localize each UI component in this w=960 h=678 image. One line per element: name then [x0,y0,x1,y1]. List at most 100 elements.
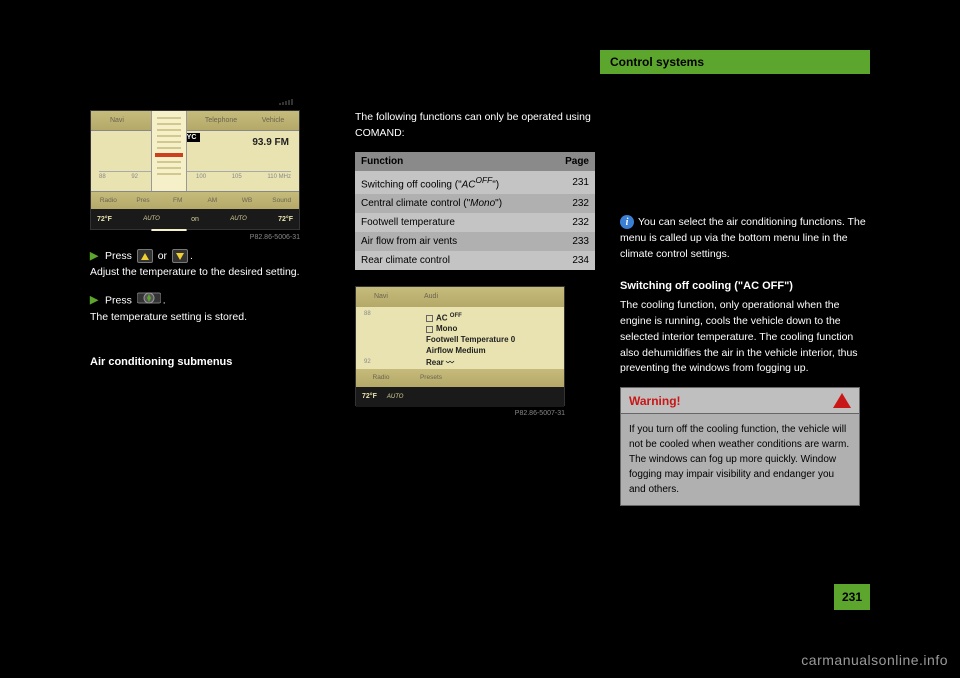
instruction: ▶ Press or . Adjust the temperature to t… [90,249,340,281]
cell: 232 [545,213,595,232]
column-3: iYou can select the air conditioning fun… [620,215,870,506]
cell: Footwell temperature [355,213,545,232]
tab: Vehicle [247,111,299,130]
table-row: Footwell temperature 232 [355,213,595,232]
instruction-text: The temperature setting is stored. [90,311,247,323]
warning-body: If you turn off the cooling function, th… [621,414,859,505]
auto: AUTO [387,394,404,400]
cell: 232 [545,194,595,213]
cell: Rear climate control [355,251,545,270]
menu-item: Footwell Temperature 0 [426,335,564,344]
temp-right: 72°F [278,216,293,223]
instruction: ▶ Press . The temperature setting is sto… [90,291,340,327]
column-2: The following functions can only be oper… [355,110,605,425]
tab: Audi [406,287,456,307]
manual-page: Control systems Navi A Telephone Vehicle… [90,50,870,610]
climate-menu-screenshot: Navi Audi 88 92 AC OFF Mono Footwell Tem… [355,286,565,406]
tick: 92 [131,174,138,183]
function-table: Function Page Switching off cooling ("AC… [355,152,595,270]
column-1: Navi A Telephone Vehicle WNYC 93.9 FM 88… [90,110,340,374]
radio-screenshot: Navi A Telephone Vehicle WNYC 93.9 FM 88… [90,110,300,230]
cell: Air flow from air vents [355,232,545,251]
tab: Sound [264,192,299,209]
climate-bar: 72°F AUTO on AUTO 72°F [91,209,299,229]
radio-sub-tabs: Radio Pres FM AM WB Sound [91,191,299,209]
section-heading: Air conditioning submenus [90,356,340,368]
tick: 100 [196,174,206,183]
signal-icon [279,97,297,103]
menu-item: Airflow Medium [426,346,564,355]
section-title: Control systems [610,55,704,69]
tab: AM [195,192,230,209]
table-row: Central climate control ("Mono") 232 [355,194,595,213]
tab: Pres [126,192,161,209]
paragraph: The cooling function, only operational w… [620,298,870,377]
radio-bottom: Radio Pres FM AM WB Sound 72°F AUTO on A… [91,191,299,229]
tab: Navi [91,111,143,130]
radio-display: WNYC 93.9 FM 88 92 96 100 105 110 MHz [91,131,299,193]
col-header: Function [355,152,545,171]
page-number: 231 [834,584,870,610]
rear-icon: 〰 [446,358,454,367]
tick: 105 [232,174,242,183]
climate-bar: 72°F AUTO [356,387,564,407]
watermark: carmanualsonline.info [801,652,948,668]
info-icon: i [620,215,634,229]
table-row: Rear climate control 234 [355,251,595,270]
or-text: or [158,250,167,262]
info-text: You can select the air conditioning func… [620,216,866,260]
cell: 233 [545,232,595,251]
step-arrow-icon: ▶ [90,250,98,262]
tab: Presets [406,369,456,387]
temp-left: 72°F [97,216,112,223]
auto-left: AUTO [143,216,160,222]
radio-top-tabs: Navi A Telephone Vehicle [91,111,299,131]
menu-item: Rear 〰 [426,357,564,368]
col-header: Page [545,152,595,171]
auto-right: AUTO [230,216,247,222]
controller-icon [137,291,161,311]
tab: Radio [356,369,406,387]
figure-caption: P82.86-5006-31 [90,234,300,241]
up-button-icon [137,249,153,263]
table-row: Switching off cooling ("ACOFF") 231 [355,171,595,194]
subsection-heading: Switching off cooling ("AC OFF") [620,280,870,292]
tab: FM [160,192,195,209]
menu-item: Mono [426,324,564,333]
tab: Navi [356,287,406,307]
intro-text: The following functions can only be oper… [355,110,605,142]
instruction-text: Press [105,250,132,262]
cell: Switching off cooling ("ACOFF") [355,171,545,194]
tab: Radio [91,192,126,209]
cell: Central climate control ("Mono") [355,194,545,213]
step-arrow-icon: ▶ [90,294,98,306]
figure-caption: P82.86-5007-31 [355,410,565,417]
warning-box: Warning! If you turn off the cooling fun… [620,387,860,506]
climate-top-tabs: Navi Audi [356,287,564,307]
cell: 231 [545,171,595,194]
instruction-text: Press [105,294,132,306]
temp-left: 72°F [362,393,377,400]
climate-sub-tabs: Radio Presets [356,369,564,387]
tick: 110 MHz [267,174,291,183]
freq-scale-bg: 88 92 [364,311,414,365]
on-label: on [191,216,199,223]
tab: Telephone [195,111,247,130]
table-header-row: Function Page [355,152,595,171]
down-button-icon [172,249,188,263]
section-header: Control systems [600,50,870,74]
frequency-scale: 88 92 96 100 105 110 MHz [99,171,291,183]
table-row: Air flow from air vents 233 [355,232,595,251]
frequency: 93.9 FM [252,137,289,148]
menu-item: AC OFF [426,313,564,323]
info-note: iYou can select the air conditioning fun… [620,215,870,262]
warning-header: Warning! [621,388,859,414]
instruction-text: Adjust the temperature to the desired se… [90,266,300,278]
climate-menu: 88 92 AC OFF Mono Footwell Temperature 0… [356,307,564,369]
warning-title: Warning! [629,394,681,408]
warning-triangle-icon [833,393,851,408]
tab: WB [230,192,265,209]
tick: 88 [99,174,106,183]
cell: 234 [545,251,595,270]
volume-marker [155,153,183,157]
